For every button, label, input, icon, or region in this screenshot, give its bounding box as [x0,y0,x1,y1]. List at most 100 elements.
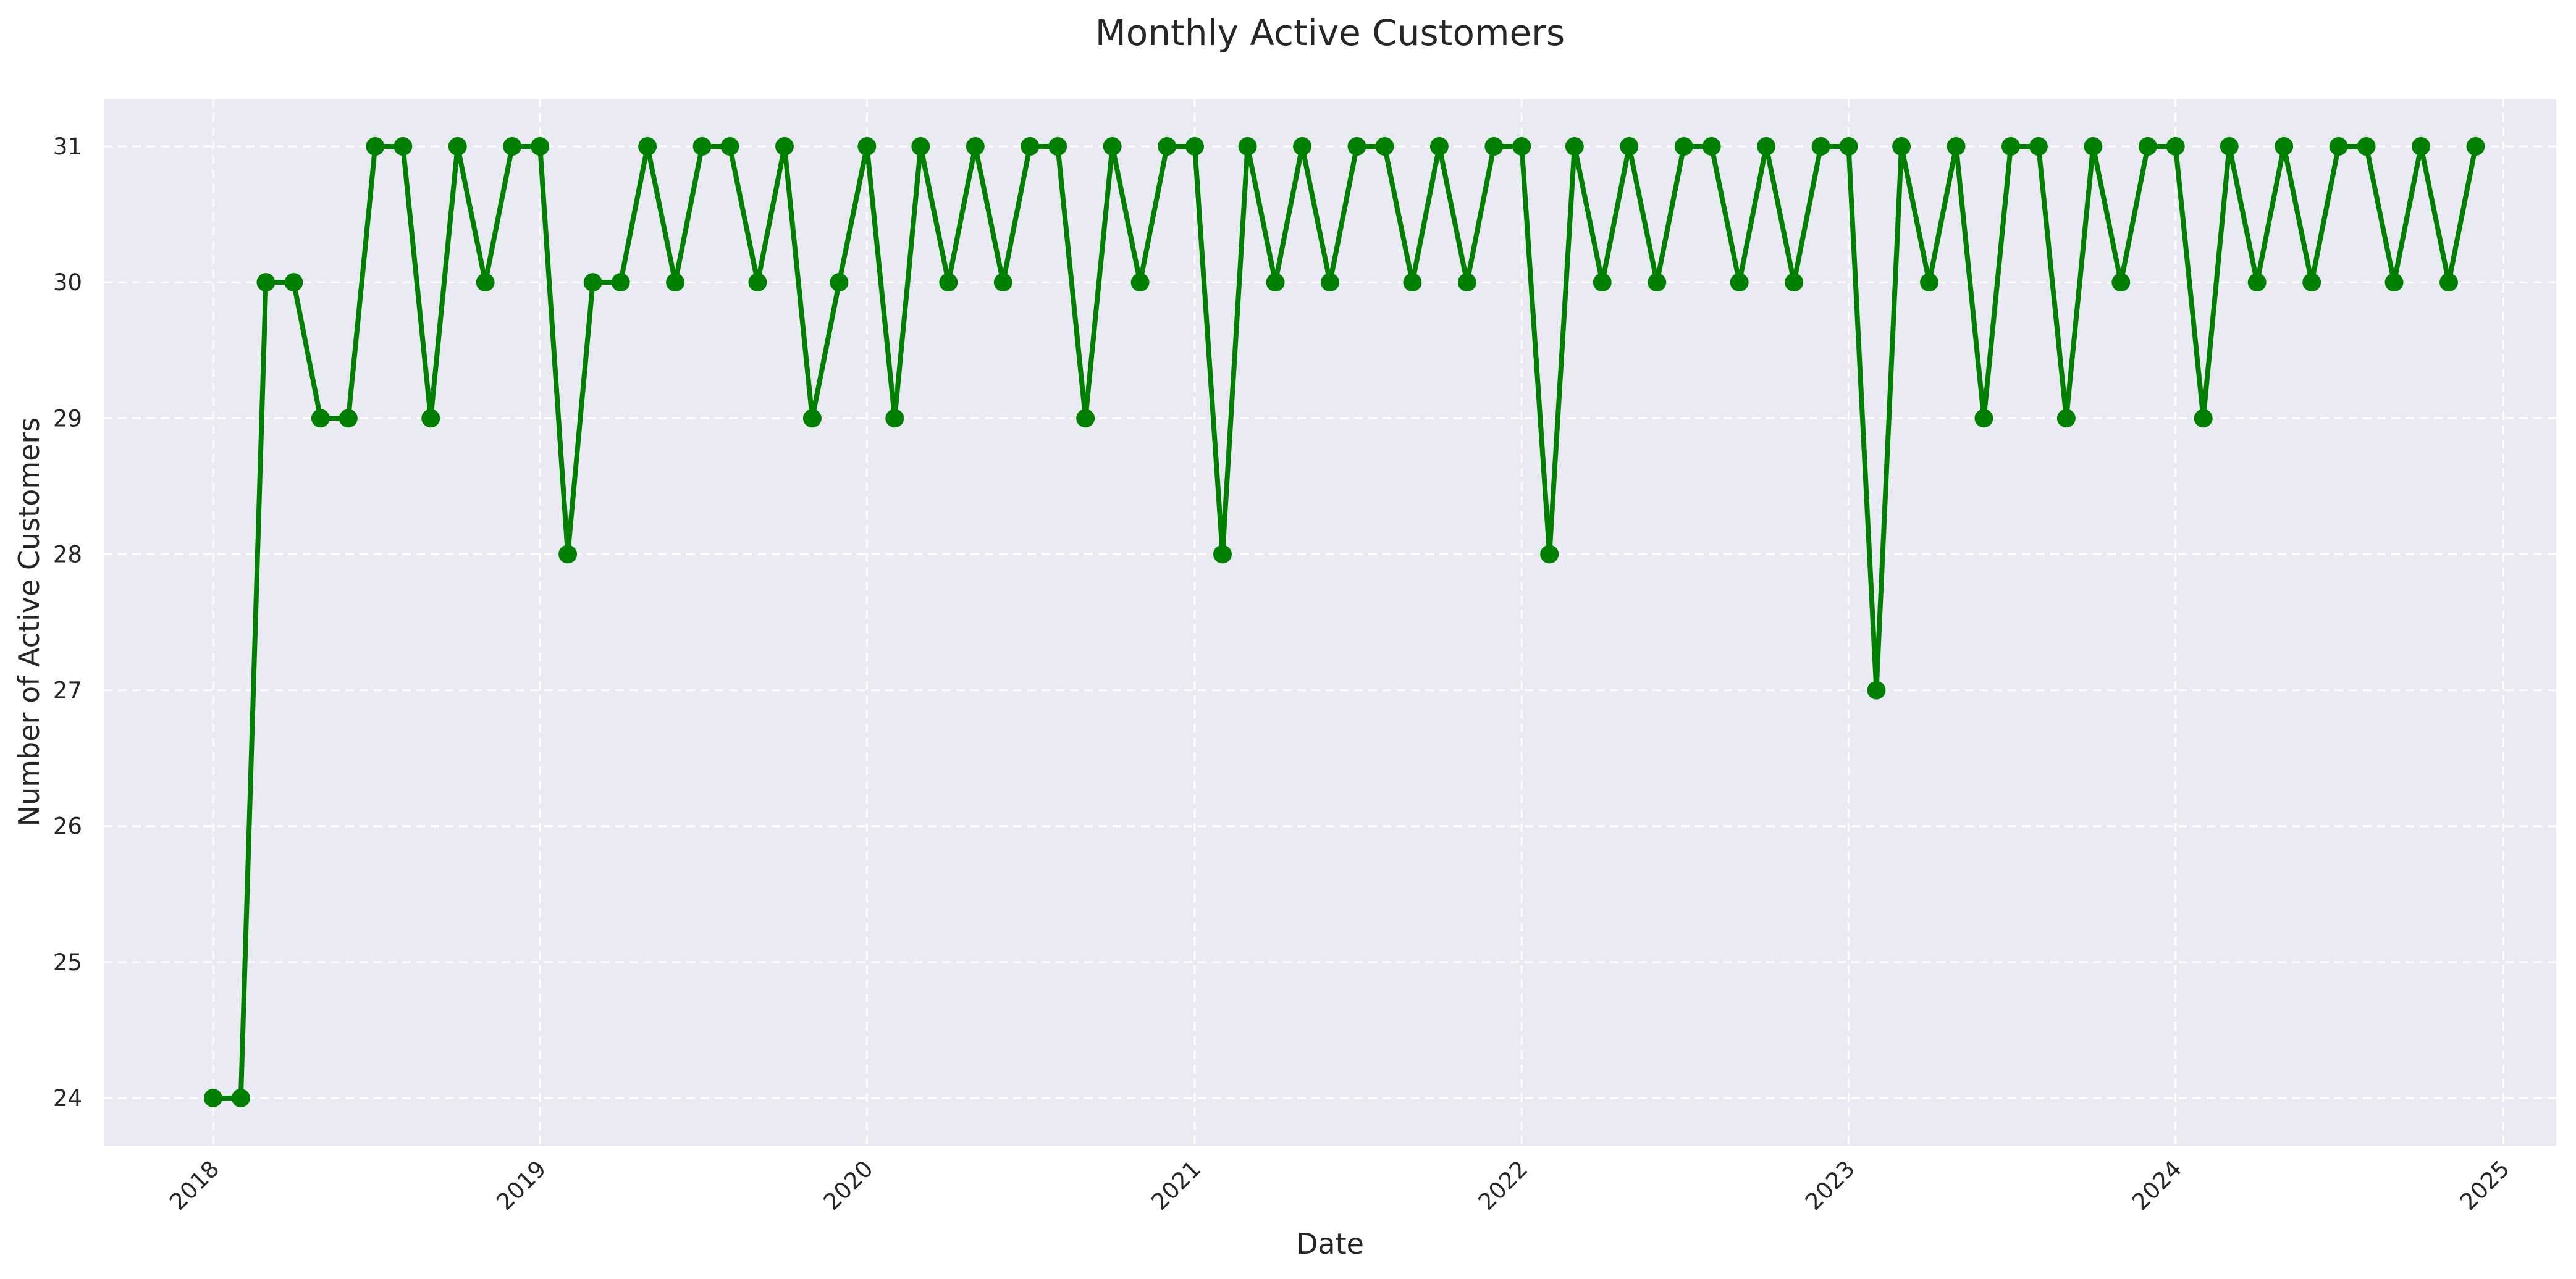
data-point [1321,273,1339,292]
data-point [911,137,930,156]
data-point [720,137,739,156]
data-point [476,273,495,292]
data-point [1620,137,1639,156]
y-tick-label: 28 [53,541,82,568]
data-point [2384,273,2404,292]
data-point [1266,273,1285,292]
data-point [2111,273,2131,292]
data-point [2412,137,2431,156]
data-point [231,1088,250,1107]
data-point [638,137,657,156]
data-point [1565,137,1584,156]
data-point [339,409,358,428]
data-point [775,137,794,156]
data-point [2439,273,2459,292]
data-point [692,137,712,156]
x-tick-label: 2024 [2127,1155,2187,1215]
data-point [1785,273,1804,292]
data-point [311,409,330,428]
data-point [1674,137,1693,156]
data-point [531,137,550,156]
chart-title: Monthly Active Customers [1095,12,1565,54]
data-point [1947,137,1966,156]
data-point [1648,273,1667,292]
data-point [830,273,849,292]
data-point [421,409,440,428]
series-line [213,144,2478,1101]
x-tick-label: 2022 [1473,1155,1533,1215]
data-point [802,409,822,428]
x-tick-label: 2023 [1800,1155,1860,1215]
data-point [2166,137,2185,156]
data-point [1892,137,1911,156]
data-point [1457,273,1476,292]
data-point [2466,137,2485,156]
data-point [2220,137,2239,156]
data-point [611,273,630,292]
x-axis-label: Date [1296,1227,1364,1260]
data-point [993,273,1012,292]
data-point [748,273,767,292]
data-point [1702,137,1721,156]
data-point [1213,545,1232,564]
data-point [583,273,602,292]
data-point [1867,681,1886,700]
x-tick-label: 2019 [492,1155,552,1215]
data-point [2138,137,2157,156]
data-point [2247,273,2267,292]
data-point [1593,273,1612,292]
data-point [1730,273,1749,292]
data-point [2001,137,2020,156]
y-tick-label: 26 [53,813,82,840]
data-point [1103,137,1122,156]
data-point [966,137,985,156]
data-point [1512,137,1531,156]
data-point [2029,137,2048,156]
data-point [394,137,413,156]
data-point [1403,273,1422,292]
data-point [1811,137,1830,156]
data-point [2056,409,2076,428]
data-point [1920,273,1939,292]
data-point [203,1088,222,1107]
data-point [885,409,904,428]
data-point [256,273,276,292]
y-tick-label: 24 [53,1085,82,1112]
data-point [939,273,958,292]
data-point [1048,137,1067,156]
y-tick-label: 29 [53,405,82,432]
data-point [1429,137,1449,156]
data-point [366,137,385,156]
data-point [2329,137,2348,156]
y-axis-label: Number of Active Customers [12,417,46,827]
y-tick-label: 27 [53,677,82,704]
data-point [1757,137,1776,156]
data-point [1238,137,1257,156]
series-layer [203,137,2485,1107]
data-point [2275,137,2294,156]
data-point [2084,137,2103,156]
x-tick-label: 2018 [164,1155,224,1215]
data-point [1130,273,1150,292]
data-point [1484,137,1504,156]
data-point [448,137,467,156]
data-point [1021,137,1040,156]
data-point [1540,545,1559,564]
y-tick-label: 31 [53,133,82,160]
data-point [1185,137,1205,156]
x-tick-label: 2020 [819,1155,878,1215]
data-point [503,137,522,156]
data-point [857,137,877,156]
data-point [2302,273,2321,292]
data-point [1076,409,1095,428]
data-point [666,273,685,292]
data-point [1974,409,1993,428]
data-point [1839,137,1858,156]
data-point [1347,137,1366,156]
data-point [558,545,578,564]
y-tick-label: 30 [53,269,82,296]
data-point [284,273,303,292]
data-point [2194,409,2213,428]
data-point [2357,137,2376,156]
